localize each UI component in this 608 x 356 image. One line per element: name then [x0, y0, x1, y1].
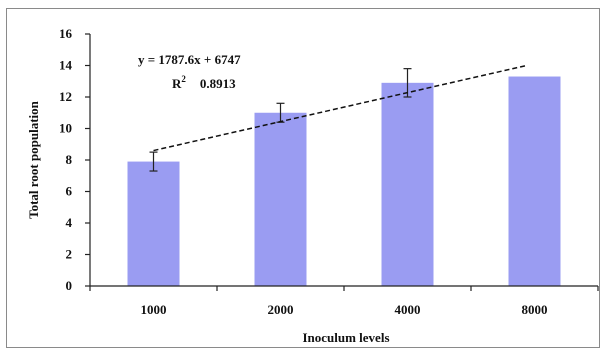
bar-8000 [508, 76, 561, 287]
bar-4000 [381, 82, 434, 286]
y-tick-label: 14 [59, 58, 73, 73]
y-tick-label: 0 [66, 278, 73, 293]
y-tick-label: 8 [66, 152, 73, 167]
r-squared-symbol: R [172, 76, 182, 91]
trendline-equation: y = 1787.6x + 6747 [138, 52, 241, 67]
x-ticks-layer: 1000 2000 4000 8000 [89, 286, 599, 317]
bars-layer [127, 76, 561, 287]
x-tick-label: 8000 [522, 302, 548, 317]
x-tick-label: 2000 [268, 302, 294, 317]
y-tick-label: 4 [66, 215, 73, 230]
bar-2000 [254, 112, 307, 286]
y-tick-label: 12 [59, 89, 72, 104]
y-ticks-layer: 0 2 4 6 8 10 12 14 16 [59, 26, 90, 293]
y-axis-title: Total root population [26, 100, 41, 219]
error-bar-1000 [149, 151, 158, 172]
r-squared-value: 0.8913 [200, 76, 236, 91]
y-tick-label: 6 [66, 184, 73, 199]
r-squared-label: R2 0.8913 [172, 74, 236, 91]
bar-1000 [127, 161, 180, 286]
x-tick-label: 4000 [395, 302, 421, 317]
x-tick-label: 1000 [141, 302, 167, 317]
y-tick-label: 2 [66, 247, 73, 262]
x-axis-title: Inoculum levels [302, 330, 389, 345]
r-squared-superscript: 2 [181, 74, 186, 84]
y-tick-label: 16 [59, 26, 73, 41]
y-tick-label: 10 [59, 121, 72, 136]
